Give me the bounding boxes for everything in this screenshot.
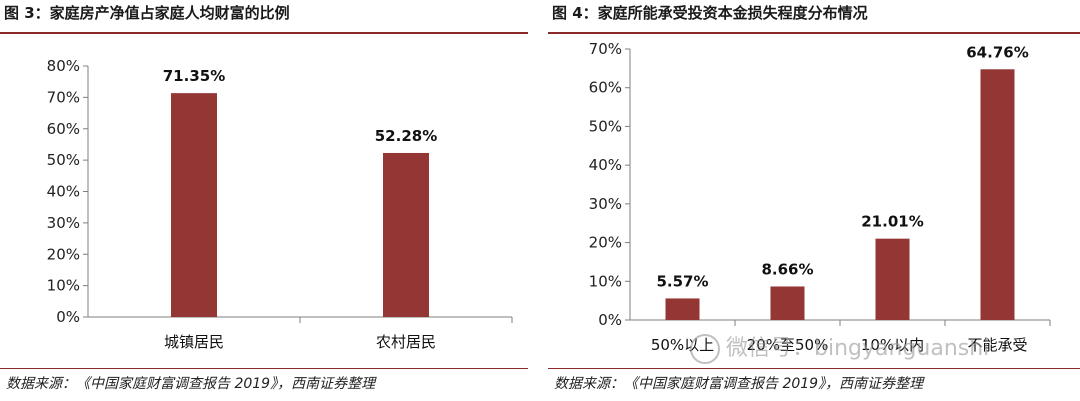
bar xyxy=(171,93,217,317)
y-tick-label: 20% xyxy=(47,245,80,263)
y-tick-label: 40% xyxy=(47,183,80,201)
x-category-label: 农村居民 xyxy=(376,333,436,351)
y-tick-label: 60% xyxy=(47,120,80,138)
title-divider xyxy=(0,32,528,34)
bar xyxy=(875,238,910,320)
x-category-label: 10%以内 xyxy=(861,336,924,354)
x-category-label: 城镇居民 xyxy=(164,333,224,351)
data-label: 52.28% xyxy=(375,127,437,145)
source-divider xyxy=(548,368,1080,369)
source-divider xyxy=(0,368,528,369)
chart-title: 图 3：家庭房产净值占家庭人均财富的比例 xyxy=(4,4,290,22)
wechat-icon xyxy=(690,334,720,364)
y-tick-label: 50% xyxy=(47,151,80,169)
y-tick-label: 60% xyxy=(589,79,622,97)
x-category-label: 不能承受 xyxy=(967,336,1027,354)
y-tick-label: 70% xyxy=(589,40,622,58)
wechat-watermark: 微信号：bingyanguanshi xyxy=(690,330,989,364)
data-label: 8.66% xyxy=(761,260,813,278)
y-tick-label: 0% xyxy=(598,311,622,329)
bar xyxy=(665,298,700,320)
title-divider xyxy=(548,32,1080,34)
data-label: 5.57% xyxy=(656,272,708,290)
chart-panel-housing-share: 图 3：家庭房产净值占家庭人均财富的比例 0% 10% 20% 30% 40% 50% 60… xyxy=(0,0,528,401)
source-note: 数据来源：《中国家庭财富调查报告 2019》，西南证券整理 xyxy=(6,376,376,392)
bar xyxy=(383,152,429,317)
x-category-label: 20%至50% xyxy=(747,336,829,354)
watermark-text: 微信号：bingyanguanshi xyxy=(726,336,990,361)
bar xyxy=(980,69,1015,320)
chart-title: 图 4：家庭所能承受投资本金损失程度分布情况 xyxy=(552,4,868,22)
chart-panel-loss-tolerance: 图 4：家庭所能承受投资本金损失程度分布情况 0% 10% 20% 30% 40% 50%… xyxy=(548,0,1080,401)
y-tick-label: 50% xyxy=(589,117,622,135)
y-tick-label: 30% xyxy=(47,214,80,232)
data-label: 64.76% xyxy=(966,43,1028,61)
bar-chart-loss-tolerance: 0%10%20%30%40%50%60%70%5.57%50%以上8.66%20… xyxy=(589,40,1051,354)
y-tick-label: 70% xyxy=(47,88,80,106)
bar-chart-housing-share: 0% 10% 20% 30% 40% 50% 60% 70% 80% 71.35% 城镇居民 52.2… xyxy=(47,57,513,351)
data-label: 21.01% xyxy=(861,213,923,231)
data-label: 71.35% xyxy=(163,67,225,85)
y-tick-label: 10% xyxy=(589,272,622,290)
y-tick-label: 80% xyxy=(47,57,80,75)
source-note: 数据来源：《中国家庭财富调查报告 2019》，西南证券整理 xyxy=(554,376,924,392)
y-tick-label: 0% xyxy=(56,308,80,326)
y-tick-label: 10% xyxy=(47,277,80,295)
y-tick-label: 20% xyxy=(589,234,622,252)
y-tick-label: 30% xyxy=(589,195,622,213)
y-tick-label: 40% xyxy=(589,156,622,174)
bar xyxy=(770,286,805,320)
